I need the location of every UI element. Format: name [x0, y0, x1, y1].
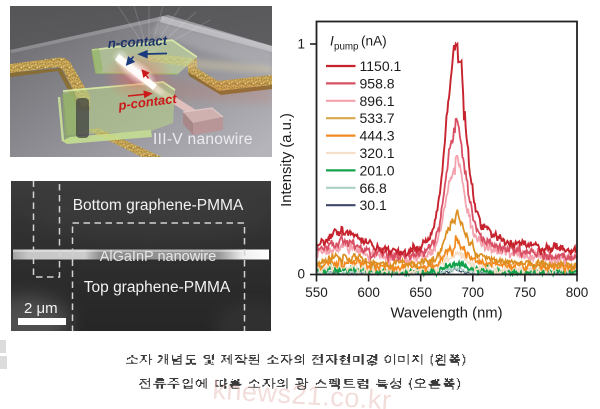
svg-text:Intensity (a.u.): Intensity (a.u.) — [279, 113, 295, 207]
svg-text:66.8: 66.8 — [360, 180, 387, 196]
svg-text:320.1: 320.1 — [360, 145, 395, 161]
svg-text:1150.1: 1150.1 — [360, 58, 402, 74]
svg-text:III-V nanowire: III-V nanowire — [153, 131, 253, 148]
svg-text:(nA): (nA) — [361, 34, 387, 49]
svg-text:896.1: 896.1 — [360, 93, 395, 109]
svg-text:n-contact: n-contact — [107, 33, 168, 51]
svg-text:0: 0 — [297, 267, 305, 282]
svg-text:30.1: 30.1 — [360, 197, 387, 213]
svg-text:750: 750 — [514, 285, 537, 300]
svg-text:533.7: 533.7 — [360, 110, 395, 126]
svg-text:700: 700 — [462, 285, 485, 300]
svg-text:pump: pump — [334, 42, 359, 53]
svg-text:Bottom graphene-PMMA: Bottom graphene-PMMA — [73, 197, 244, 214]
svg-text:650: 650 — [409, 285, 432, 300]
svg-text:Top graphene-PMMA: Top graphene-PMMA — [84, 279, 231, 296]
svg-text:Wavelength (nm): Wavelength (nm) — [390, 306, 502, 322]
svg-text:550: 550 — [305, 285, 328, 300]
svg-text:800: 800 — [566, 285, 589, 300]
svg-text:444.3: 444.3 — [360, 128, 395, 144]
svg-text:AlGaInP nanowire: AlGaInP nanowire — [100, 249, 217, 265]
svg-text:600: 600 — [357, 285, 380, 300]
svg-text:I: I — [330, 34, 334, 49]
svg-text:1: 1 — [297, 37, 305, 52]
svg-text:2 μm: 2 μm — [24, 300, 58, 317]
svg-text:958.8: 958.8 — [360, 75, 395, 91]
svg-text:knews21.co.kr: knews21.co.kr — [212, 375, 393, 409]
svg-text:p-contact: p-contact — [117, 91, 179, 113]
svg-text:201.0: 201.0 — [360, 162, 395, 178]
